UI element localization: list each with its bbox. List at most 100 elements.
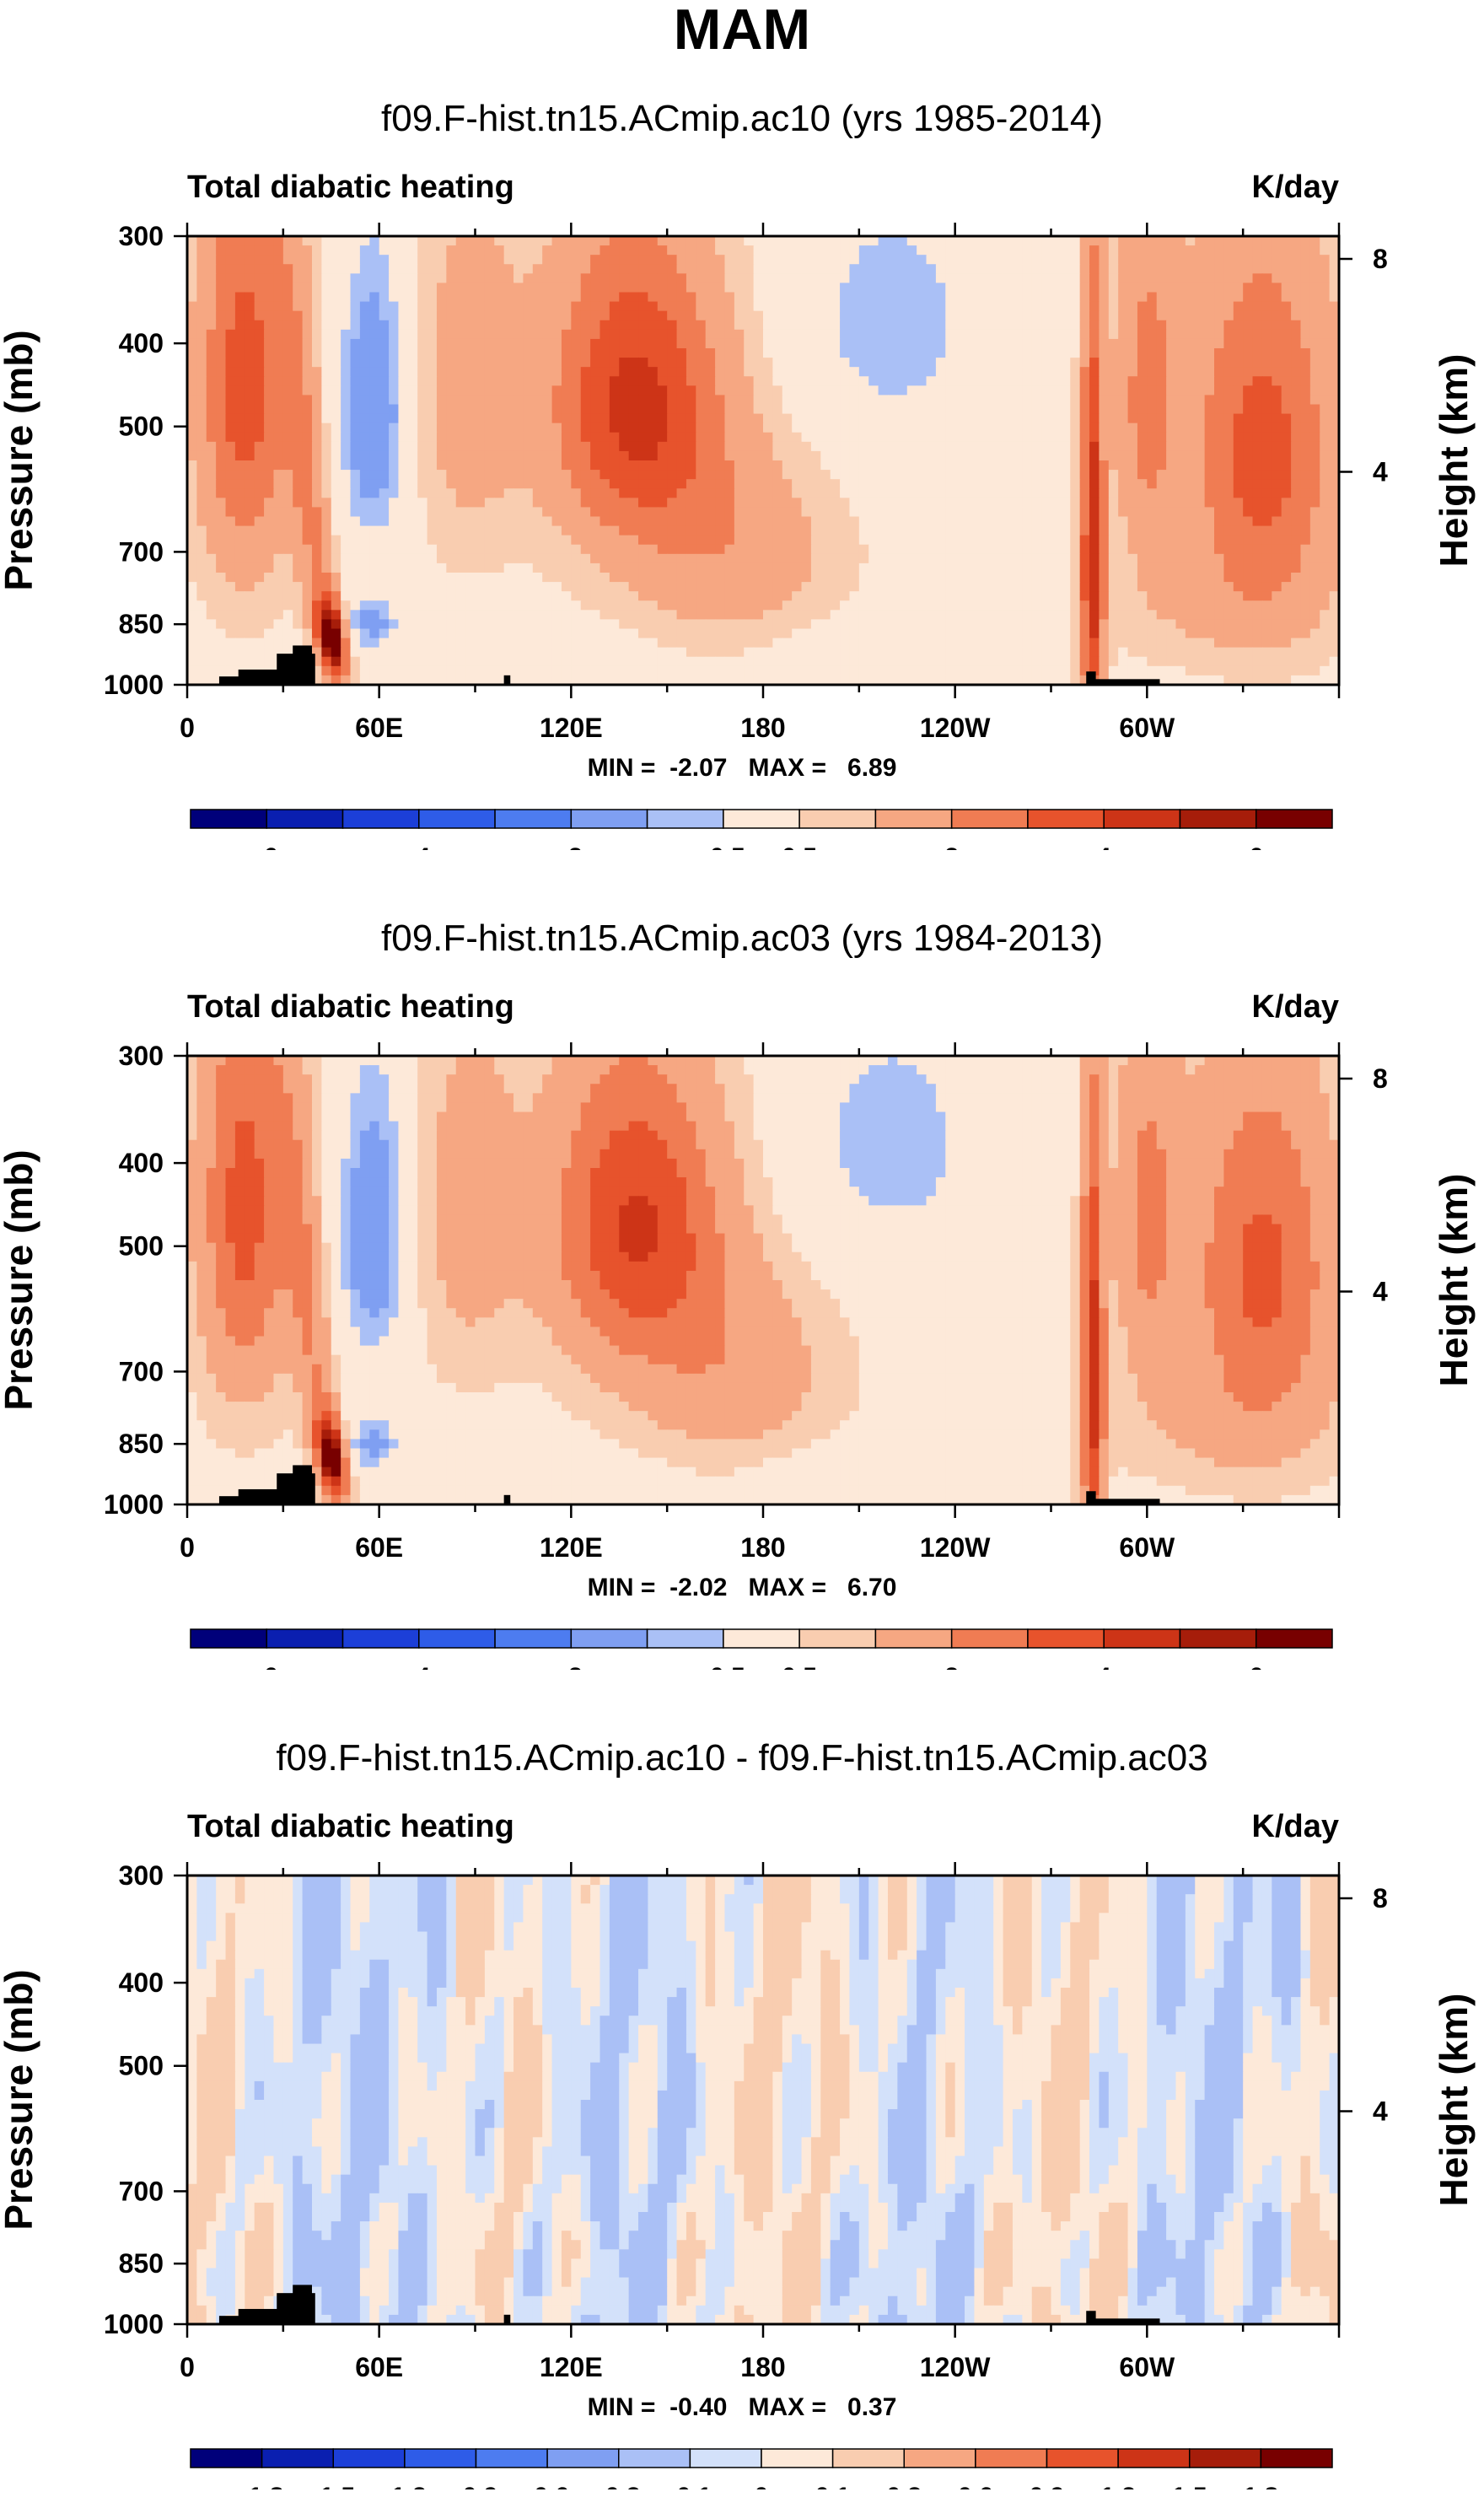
heatmap-cell (1214, 310, 1224, 321)
heatmap-cell (455, 422, 466, 433)
heatmap-cell (638, 600, 648, 611)
heatmap-cell (571, 273, 582, 284)
heatmap-cell (234, 422, 245, 433)
heatmap-cell (427, 460, 438, 471)
heatmap-cell (254, 385, 265, 396)
heatmap-cell (513, 544, 524, 555)
heatmap-cell (206, 432, 217, 443)
heatmap-cell (926, 582, 937, 592)
heatmap-cell (561, 573, 572, 583)
heatmap-cell (1233, 610, 1244, 621)
heatmap-cell (1309, 582, 1320, 592)
heatmap-cell (657, 516, 668, 527)
heatmap-cell (341, 422, 352, 433)
heatmap-cell (648, 358, 659, 368)
heatmap-cell (1137, 591, 1148, 601)
heatmap-cell (600, 329, 610, 340)
heatmap-cell (1099, 422, 1110, 433)
heatmap-cell (801, 264, 812, 274)
heatmap-cell (282, 255, 293, 265)
heatmap-cell (1195, 236, 1206, 246)
heatmap-cell (225, 507, 236, 518)
heatmap-cell (1175, 553, 1186, 564)
heatmap-cell (676, 245, 687, 256)
heatmap-cell (1223, 525, 1234, 536)
heatmap-cell (341, 479, 352, 489)
heatmap-cell (945, 450, 956, 461)
heatmap-cell (1300, 338, 1311, 349)
heatmap-cell (379, 488, 390, 498)
heatmap-cell (1320, 301, 1331, 312)
heatmap-cell (983, 283, 994, 293)
heatmap-cell (917, 404, 928, 415)
heatmap-cell (465, 507, 476, 518)
heatmap-cell (1261, 310, 1272, 321)
heatmap-cell (965, 553, 976, 564)
heatmap-cell (1309, 488, 1320, 498)
heatmap-cell (245, 600, 255, 611)
heatmap-cell (187, 404, 197, 415)
heatmap-cell (465, 404, 476, 415)
heatmap-cell (225, 404, 236, 415)
heatmap-cell (1051, 610, 1062, 621)
heatmap-cell (503, 600, 514, 611)
heatmap-cell (830, 329, 841, 340)
heatmap-cell (1195, 470, 1206, 480)
heatmap-cell (503, 422, 514, 433)
heatmap-cell (763, 573, 773, 583)
heatmap-cell (609, 264, 620, 274)
heatmap-cell (446, 582, 457, 592)
heatmap-cell (234, 544, 245, 555)
heatmap-cell (1261, 320, 1272, 331)
heatmap-cell (503, 320, 514, 331)
heatmap-cell (619, 338, 630, 349)
heatmap-cell (935, 358, 946, 368)
heatmap-cell (954, 470, 965, 480)
heatmap-cell (657, 395, 668, 406)
heatmap-cell (321, 310, 332, 321)
heatmap-cell (1031, 310, 1042, 321)
heatmap-cell (407, 507, 418, 518)
heatmap-cell (858, 376, 869, 386)
heatmap-cell (561, 562, 572, 573)
heatmap-cell (1108, 600, 1119, 611)
heatmap-cell (782, 507, 793, 518)
heatmap-cell (350, 470, 361, 480)
heatmap-cell (782, 338, 793, 349)
heatmap-cell (1079, 376, 1090, 386)
heatmap-cell (561, 301, 572, 312)
heatmap-cell (600, 385, 610, 396)
heatmap-cell (293, 413, 304, 424)
heatmap-cell (1195, 432, 1206, 443)
heatmap-cell (293, 320, 304, 331)
heatmap-cell (753, 525, 764, 536)
heatmap-cell (311, 376, 322, 386)
heatmap-cell (849, 413, 860, 424)
heatmap-cell (1185, 385, 1196, 396)
heatmap-cell (724, 385, 735, 396)
heatmap-cell (1060, 367, 1071, 377)
heatmap-cell (580, 507, 591, 518)
heatmap-cell (1012, 573, 1023, 583)
heatmap-cell (1291, 479, 1302, 489)
heatmap-cell (609, 441, 620, 452)
heatmap-cell (1329, 395, 1340, 406)
heatmap-cell (503, 385, 514, 396)
heatmap-cell (724, 320, 735, 331)
heatmap-cell (254, 283, 265, 293)
heatmap-cell (1185, 236, 1196, 246)
heatmap-cell (619, 460, 630, 471)
heatmap-cell (705, 535, 716, 546)
heatmap-cell (1233, 255, 1244, 265)
heatmap-cell (293, 348, 304, 358)
heatmap-cell (945, 582, 956, 592)
heatmap-cell (609, 507, 620, 518)
heatmap-cell (810, 573, 821, 583)
heatmap-cell (1041, 273, 1052, 284)
heatmap-cell (810, 535, 821, 546)
heatmap-cell (1012, 264, 1023, 274)
heatmap-cell (532, 413, 543, 424)
heatmap-cell (724, 544, 735, 555)
heatmap-cell (830, 460, 841, 471)
heatmap-cell (311, 507, 322, 518)
